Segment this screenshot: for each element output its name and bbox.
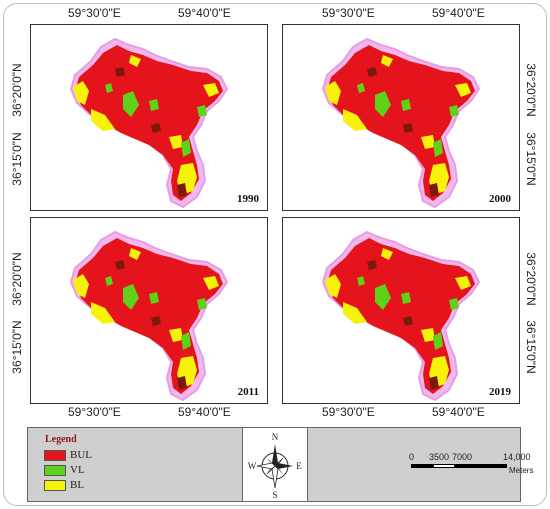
- legend-label-bl: BL: [70, 479, 85, 491]
- right-lat-label-4: 36°15'0"N: [524, 320, 538, 374]
- map-footer: Legend BUL VL BL N S W E: [27, 427, 533, 502]
- panel-year-label: 1990: [237, 193, 259, 205]
- top-lon-label-2: 59°40'0"E: [178, 6, 231, 20]
- north-arrow: N S W E: [242, 428, 308, 501]
- scale-tick-3500: 3500: [429, 452, 450, 462]
- top-lon-label-1: 59°30'0"E: [68, 6, 121, 20]
- top-lon-label-3: 59°30'0"E: [322, 6, 375, 20]
- scale-segment-3: [455, 464, 507, 468]
- bottom-lon-label-3: 59°30'0"E: [322, 405, 375, 419]
- compass-n: N: [272, 432, 279, 442]
- legend-label-vl: VL: [70, 464, 85, 476]
- compass-rose-icon: N S W E: [248, 432, 303, 500]
- scale-segment-1: [411, 464, 433, 468]
- legend-swatch-bl: [44, 480, 66, 491]
- bottom-lon-label-1: 59°30'0"E: [68, 405, 121, 419]
- land-cover-map-2011: [70, 231, 228, 401]
- legend-swatch-vl: [44, 465, 66, 476]
- land-cover-map-2000: [322, 38, 480, 208]
- right-lat-label-2: 36°15'0"N: [524, 132, 538, 186]
- legend: Legend BUL VL BL: [28, 428, 241, 501]
- map-panel-2019: 2019: [282, 217, 520, 404]
- left-lat-label-3: 36°20'0"N: [10, 252, 24, 306]
- scale-tick-14000: 14,000: [503, 452, 531, 462]
- scale-tick-7000: 7000: [452, 452, 473, 462]
- panel-year-label: 2019: [489, 386, 511, 398]
- panel-year-label: 2011: [237, 386, 259, 398]
- legend-label-bul: BUL: [70, 449, 92, 461]
- compass-e: E: [296, 461, 302, 471]
- land-cover-map-1990: [70, 38, 228, 208]
- map-panel-2000: 2000: [282, 24, 520, 211]
- left-lat-label-2: 36°15'0"N: [10, 132, 24, 186]
- map-panel-1990: 1990: [30, 24, 268, 211]
- bottom-lon-label-4: 59°40'0"E: [432, 405, 485, 419]
- map-panel-2011: 2011: [30, 217, 268, 404]
- bottom-lon-label-2: 59°40'0"E: [178, 405, 231, 419]
- figure-frame: [3, 3, 547, 506]
- land-cover-map-2019: [322, 231, 480, 401]
- right-lat-label-1: 36°20'0"N: [524, 63, 538, 117]
- right-lat-label-3: 36°20'0"N: [524, 252, 538, 306]
- compass-s: S: [272, 490, 277, 500]
- scale-bar: 0 3500 7000 14,000 Meters: [307, 428, 533, 501]
- compass-w: W: [248, 461, 257, 471]
- panel-year-label: 2000: [489, 193, 511, 205]
- left-lat-label-4: 36°15'0"N: [10, 320, 24, 374]
- scale-tick-0: 0: [409, 452, 415, 462]
- legend-swatch-bul: [44, 450, 66, 461]
- legend-title: Legend: [45, 434, 77, 445]
- scale-segment-2: [433, 464, 455, 468]
- scale-unit: Meters: [509, 466, 534, 475]
- top-lon-label-4: 59°40'0"E: [432, 6, 485, 20]
- left-lat-label-1: 36°20'0"N: [10, 63, 24, 117]
